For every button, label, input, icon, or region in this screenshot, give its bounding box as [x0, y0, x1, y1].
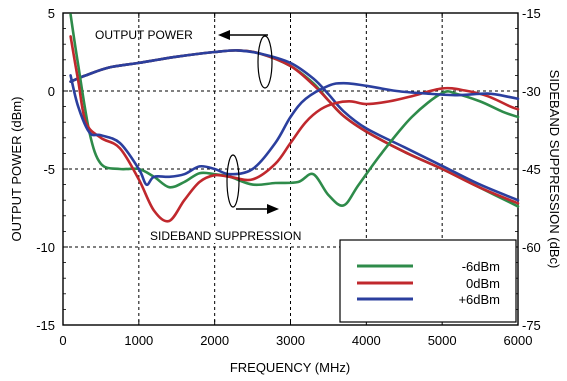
annotation-sideband-suppression: SIDEBAND SUPPRESSION	[146, 154, 332, 243]
x-tick-label: 4000	[352, 333, 381, 348]
series-line-sideband-suppression-0dbm	[69, 35, 520, 223]
legend: -6dBm 0dBm +6dBm	[339, 239, 517, 323]
series-line-sideband-suppression-plus6dbm	[69, 74, 520, 186]
y-right-tick-label: -60	[522, 240, 541, 255]
x-axis-label: FREQUENCY (MHz)	[230, 360, 350, 375]
series-line-output-power-plus6dbm	[69, 49, 520, 202]
annotation-output-power-ellipse	[257, 35, 273, 89]
annotation-sideband-arrowhead	[267, 204, 279, 214]
y-right-tick-label: -45	[522, 162, 541, 177]
y-left-tick-label: -5	[43, 162, 55, 177]
tick-labels: 0 1000 2000 3000 4000 5000 6000 5 0 -5 -10 -15 -15 -3…	[36, 6, 541, 348]
annotation-sideband-ellipse	[226, 154, 240, 208]
y-left-tick-label: 5	[48, 6, 55, 21]
annotation-sideband-label-bg	[146, 227, 332, 243]
y-left-tick-label: 0	[48, 84, 55, 99]
y-left-tick-label: -10	[36, 240, 55, 255]
y-right-tick-label: -75	[522, 318, 541, 333]
annotation-sideband-label: SIDEBAND SUPPRESSION	[150, 229, 301, 243]
series-lines	[69, 13, 520, 223]
legend-label-plus6dbm: +6dBm	[458, 292, 500, 307]
legend-box	[339, 239, 517, 323]
annotation-output-power-label: OUTPUT POWER	[95, 28, 193, 42]
y-axis-right-label: SIDEBAND SUPPRESSION (dBc)	[547, 70, 562, 269]
x-tick-label: 1000	[124, 333, 153, 348]
y-right-tick-label: -15	[522, 6, 541, 21]
x-tick-label: 2000	[200, 333, 229, 348]
y-right-tick-label: -30	[522, 84, 541, 99]
tick-marks	[62, 12, 519, 326]
x-tick-label: 5000	[428, 333, 457, 348]
x-tick-label: 6000	[504, 333, 533, 348]
legend-label-0dbm: 0dBm	[466, 276, 500, 291]
annotation-output-power: OUTPUT POWER	[95, 28, 273, 89]
annotation-output-power-arrowhead	[218, 30, 230, 40]
x-tick-label: 0	[59, 333, 66, 348]
y-axis-left-label: OUTPUT POWER (dBm)	[9, 97, 24, 242]
legend-label-minus6dbm: -6dBm	[462, 259, 500, 274]
series-line-output-power-0dbm	[69, 49, 520, 205]
x-tick-label: 3000	[276, 333, 305, 348]
y-left-tick-label: -15	[36, 318, 55, 333]
